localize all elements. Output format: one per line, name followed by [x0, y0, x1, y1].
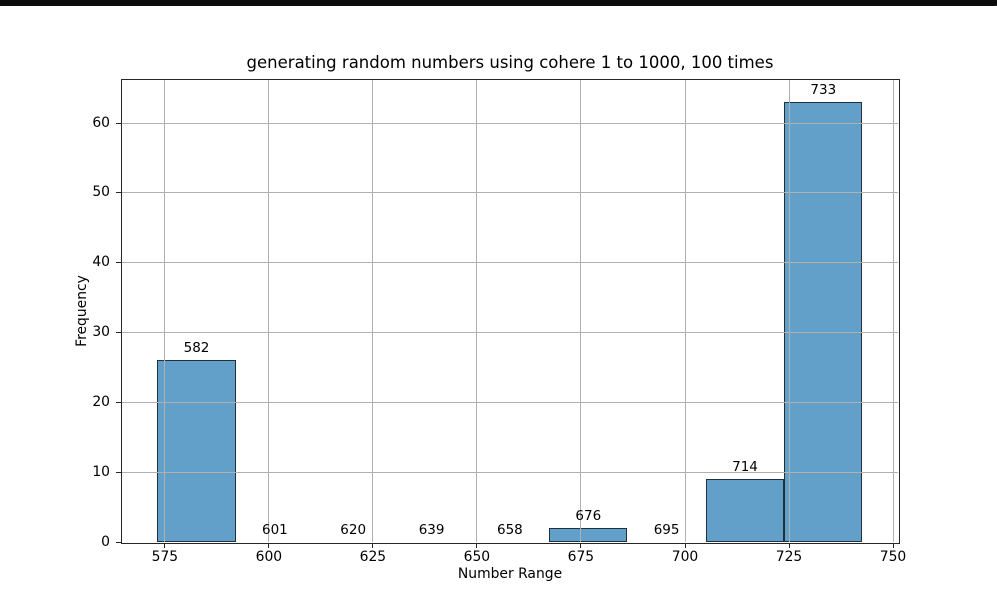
bars-layer	[122, 80, 899, 543]
histogram-bar	[157, 360, 236, 542]
y-tick-mark	[116, 401, 122, 403]
x-tick-label: 650	[463, 549, 491, 565]
y-tick-label: 40	[92, 254, 110, 271]
x-tick-mark	[164, 543, 166, 548]
x-tick-label: 625	[359, 549, 387, 565]
y-tick-label: 30	[92, 324, 110, 340]
bar-value-label: 601	[262, 521, 288, 538]
y-tick-label: 20	[92, 393, 110, 410]
gridline-x	[268, 80, 270, 542]
histogram-bar	[784, 102, 863, 542]
bar-value-label: 582	[183, 339, 210, 356]
bar-value-label: 714	[732, 458, 758, 475]
x-tick-mark	[268, 543, 270, 548]
y-tick-mark	[116, 122, 122, 124]
bar-value-label: 639	[418, 521, 445, 538]
gridline-x	[372, 80, 374, 542]
x-tick-mark	[892, 543, 894, 548]
gridline-x	[580, 80, 582, 542]
chart-figure: generating random numbers using cohere 1…	[0, 6, 997, 602]
bar-value-label: 658	[497, 521, 523, 538]
y-tick-mark	[116, 332, 122, 333]
grid-layer	[122, 80, 899, 543]
plot-area	[121, 79, 900, 544]
gridline-x	[476, 80, 478, 542]
gridline-x	[788, 80, 790, 542]
y-tick-mark	[116, 192, 122, 194]
window-top-bar	[0, 0, 997, 6]
gridline-x	[164, 80, 166, 542]
histogram-bar	[705, 479, 785, 542]
y-axis-label: Frequency	[74, 275, 90, 347]
gridline-x	[892, 80, 894, 542]
bar-value-label: 620	[340, 521, 367, 538]
gridline-y	[122, 262, 898, 264]
y-tick-mark	[116, 541, 122, 543]
gridline-y	[122, 122, 898, 124]
x-tick-label: 600	[255, 549, 283, 565]
y-tick-mark	[116, 262, 122, 264]
y-tick-label: 10	[92, 463, 110, 480]
y-tick-mark	[116, 471, 122, 473]
x-tick-label: 700	[671, 549, 699, 565]
gridline-y	[122, 471, 898, 473]
bar-value-label: 733	[810, 81, 837, 98]
x-tick-label: 575	[151, 549, 179, 565]
histogram-bar	[549, 528, 628, 542]
x-tick-label: 725	[775, 549, 803, 565]
x-tick-label: 675	[567, 549, 595, 565]
chart-title: generating random numbers using cohere 1…	[246, 53, 774, 72]
x-tick-mark	[580, 543, 582, 548]
y-tick-label: 0	[101, 533, 110, 550]
gridline-y	[122, 332, 898, 333]
gridline-y	[122, 192, 898, 194]
gridline-y	[122, 401, 898, 403]
x-tick-mark	[684, 543, 686, 548]
x-tick-label: 750	[879, 549, 907, 565]
y-tick-label: 60	[92, 114, 110, 131]
x-tick-mark	[476, 543, 478, 548]
bar-value-label: 676	[575, 507, 602, 524]
bar-value-label: 695	[653, 521, 680, 538]
y-tick-label: 50	[92, 184, 110, 201]
x-tick-mark	[788, 543, 790, 548]
x-axis-label: Number Range	[457, 566, 563, 582]
x-tick-mark	[372, 543, 374, 548]
gridline-x	[684, 80, 686, 542]
